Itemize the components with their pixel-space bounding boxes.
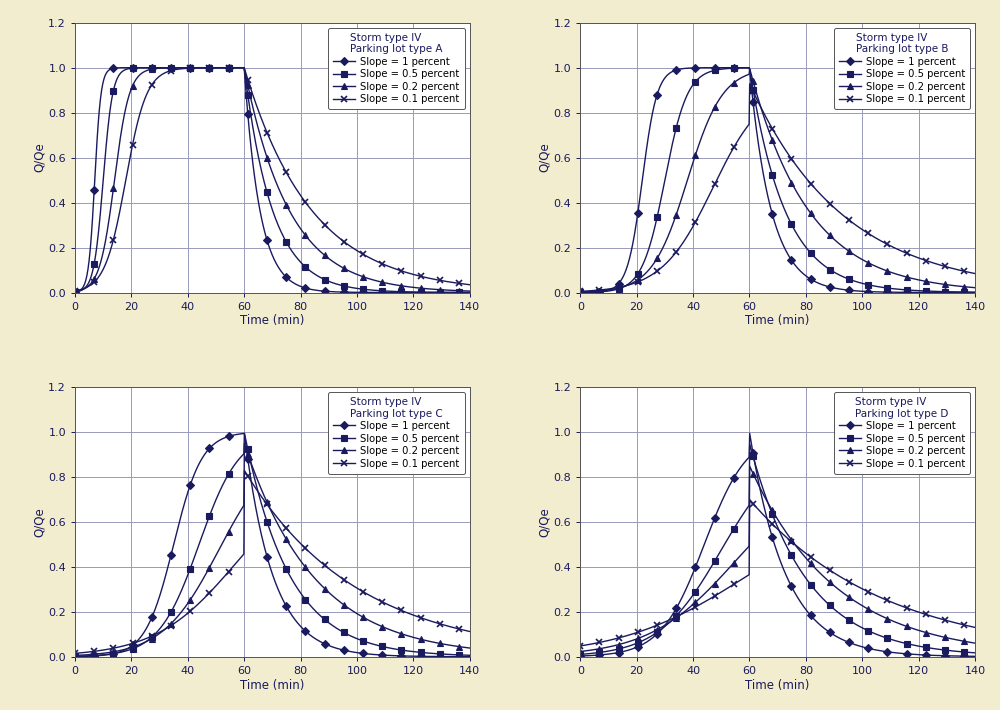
X-axis label: Time (min): Time (min) xyxy=(745,315,810,327)
Legend: Slope = 1 percent, Slope = 0.5 percent, Slope = 0.2 percent, Slope = 0.1 percent: Slope = 1 percent, Slope = 0.5 percent, … xyxy=(834,392,970,474)
Y-axis label: Q/Qe: Q/Qe xyxy=(32,143,45,173)
X-axis label: Time (min): Time (min) xyxy=(240,679,305,692)
Legend: Slope = 1 percent, Slope = 0.5 percent, Slope = 0.2 percent, Slope = 0.1 percent: Slope = 1 percent, Slope = 0.5 percent, … xyxy=(834,28,970,109)
Legend: Slope = 1 percent, Slope = 0.5 percent, Slope = 0.2 percent, Slope = 0.1 percent: Slope = 1 percent, Slope = 0.5 percent, … xyxy=(328,392,465,474)
Y-axis label: Q/Qe: Q/Qe xyxy=(32,507,45,537)
Y-axis label: Q/Qe: Q/Qe xyxy=(538,143,551,173)
Y-axis label: Q/Qe: Q/Qe xyxy=(538,507,551,537)
X-axis label: Time (min): Time (min) xyxy=(745,679,810,692)
Legend: Slope = 1 percent, Slope = 0.5 percent, Slope = 0.2 percent, Slope = 0.1 percent: Slope = 1 percent, Slope = 0.5 percent, … xyxy=(328,28,465,109)
X-axis label: Time (min): Time (min) xyxy=(240,315,305,327)
